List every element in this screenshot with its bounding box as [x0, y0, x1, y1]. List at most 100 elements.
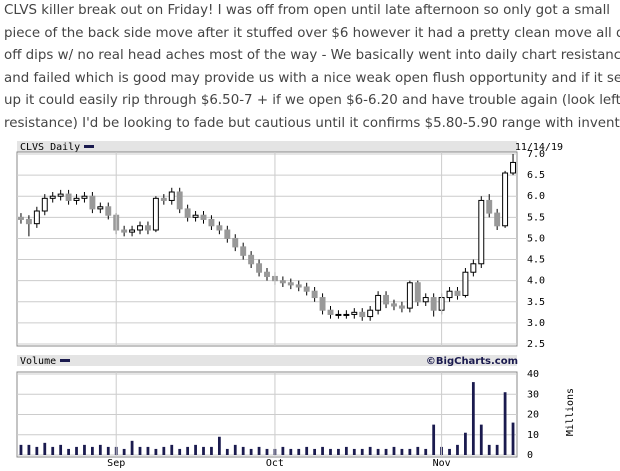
candle-body	[137, 225, 143, 231]
candle-body	[295, 284, 302, 288]
header-bar	[17, 355, 517, 366]
volume-bar	[424, 448, 428, 455]
volume-title: Volume	[20, 356, 56, 367]
volume-bar	[106, 446, 110, 455]
post-line: piece of the back side move after it stu…	[4, 25, 620, 41]
y-tick-label: 4.0	[527, 276, 545, 287]
x-tick-label: Sep	[107, 458, 125, 469]
volume-bar	[400, 448, 404, 455]
post-line: resistance) I'd be looking to fade but c…	[4, 115, 620, 131]
y-tick-label: 0	[527, 450, 533, 461]
volume-bar	[321, 446, 324, 455]
volume-bar	[19, 444, 23, 455]
candle-body	[152, 197, 159, 231]
y-tick-label: 6.5	[527, 170, 545, 181]
candle-body	[335, 313, 342, 316]
volume-bar	[416, 446, 420, 455]
candle-body	[422, 297, 429, 303]
candle-body	[398, 305, 405, 309]
candle-body	[176, 191, 183, 210]
y-tick-label: 7.0	[527, 149, 545, 160]
candle-body	[383, 294, 390, 305]
volume-bar	[51, 446, 55, 455]
candle-body	[319, 297, 326, 311]
volume-bar	[162, 446, 166, 455]
volume-bar	[368, 446, 372, 455]
volume-bar	[329, 448, 332, 455]
candle-body	[81, 195, 88, 199]
volume-bar	[392, 446, 396, 455]
y-tick-label: 5.0	[527, 233, 545, 244]
x-tick-label: Oct	[266, 458, 284, 469]
volume-bar	[122, 448, 126, 455]
candle-body	[232, 237, 239, 248]
candle-body	[160, 197, 167, 201]
volume-bar	[344, 446, 348, 455]
volume-bar	[186, 446, 190, 455]
volume-bar	[241, 446, 245, 455]
plot-frame	[16, 151, 518, 347]
candle-body	[200, 214, 207, 220]
volume-bar	[471, 382, 475, 455]
volume-bar	[194, 444, 197, 455]
y-tick-label: 2.5	[527, 339, 545, 350]
volume-bar	[83, 444, 86, 455]
candle-body	[121, 229, 128, 233]
volume-bar	[202, 446, 205, 455]
volume-bar	[130, 440, 134, 455]
post-line: up it could easily rip through $6.50-7 +…	[4, 93, 620, 108]
volume-bar	[376, 448, 380, 455]
legend-swatch	[84, 145, 94, 148]
volume-bar	[257, 446, 261, 455]
volume-bar	[487, 444, 491, 455]
candle-body	[454, 290, 461, 296]
volume-bar	[138, 446, 142, 455]
y-tick-label: 3.5	[527, 297, 545, 308]
volume-bar	[210, 446, 213, 455]
candle-body	[25, 218, 32, 225]
y-tick-label: 3.0	[527, 318, 545, 329]
candle-body	[502, 172, 509, 227]
volume-bar	[178, 448, 182, 455]
volume-bar	[281, 446, 285, 455]
volume-bar	[217, 436, 221, 455]
candle-body	[73, 197, 80, 201]
candle-body	[18, 216, 24, 220]
x-tick-label: Nov	[433, 458, 451, 469]
candle-body	[367, 309, 374, 318]
candle-body	[375, 294, 382, 311]
y-axis-label: Millions	[565, 388, 576, 436]
candle-body	[144, 225, 151, 231]
volume-bar	[249, 448, 253, 455]
volume-bar	[27, 444, 31, 455]
volume-bar	[59, 444, 63, 455]
candle-body	[287, 282, 294, 286]
candle-body	[510, 161, 516, 174]
volume-bar	[43, 442, 47, 455]
y-tick-label: 5.5	[527, 212, 545, 223]
y-tick-label: 10	[527, 430, 539, 441]
candle-body	[264, 271, 270, 277]
candle-body	[105, 206, 112, 216]
legend-swatch	[60, 359, 70, 362]
candle-body	[494, 212, 501, 227]
volume-bar	[297, 448, 301, 455]
candle-body	[462, 271, 469, 296]
candle-body	[97, 206, 104, 210]
volume-bar	[265, 448, 269, 455]
volume-bar	[360, 448, 364, 455]
volume-bar	[313, 448, 317, 455]
volume-bar	[408, 448, 412, 455]
candle-body	[65, 193, 72, 201]
candle-body	[33, 210, 40, 225]
candle-body	[414, 282, 421, 303]
source: ©BigCharts.com	[426, 356, 518, 367]
candle-body	[216, 225, 223, 231]
y-tick-label: 6.0	[527, 191, 545, 202]
candle-body	[406, 282, 413, 309]
candle-body	[279, 280, 286, 284]
candle-body	[248, 254, 255, 265]
candle-body	[57, 193, 64, 197]
candle-body	[446, 290, 453, 299]
